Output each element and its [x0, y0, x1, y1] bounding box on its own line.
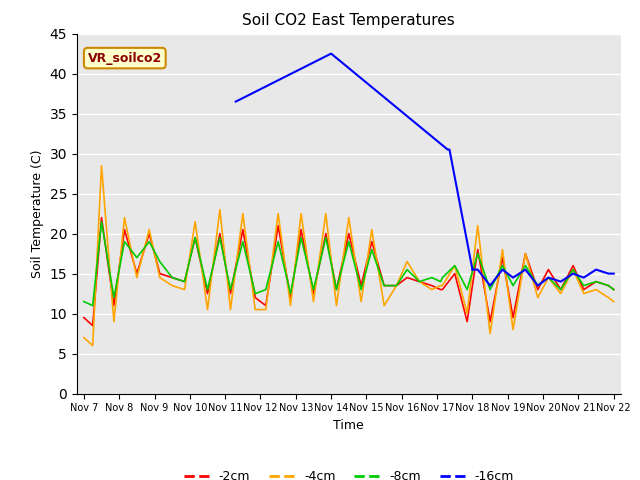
Legend: -2cm, -4cm, -8cm, -16cm: -2cm, -4cm, -8cm, -16cm — [179, 465, 519, 480]
X-axis label: Time: Time — [333, 419, 364, 432]
Title: Soil CO2 East Temperatures: Soil CO2 East Temperatures — [243, 13, 455, 28]
Text: VR_soilco2: VR_soilco2 — [88, 51, 162, 65]
Y-axis label: Soil Temperature (C): Soil Temperature (C) — [31, 149, 44, 278]
